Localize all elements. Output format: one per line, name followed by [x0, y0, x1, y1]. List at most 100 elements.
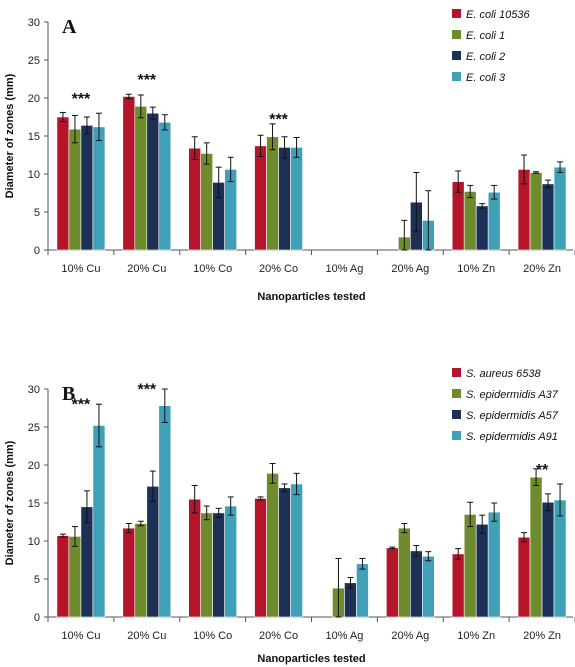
y-tick-label: 10	[28, 169, 40, 181]
bar	[254, 498, 267, 618]
y-tick-label: 0	[34, 245, 40, 257]
legend-entry: E. coli 3	[466, 72, 506, 84]
y-tick-label: 5	[34, 574, 40, 586]
bar	[541, 183, 555, 251]
significance-label: **	[536, 462, 549, 479]
y-tick-label: 0	[34, 612, 40, 624]
x-tick-label: 10% Co	[193, 630, 232, 642]
bar	[541, 501, 555, 618]
bar	[529, 172, 543, 251]
legend-entry: S. epidermidis A91	[466, 431, 558, 443]
legend-entry: S. epidermidis A57	[466, 410, 559, 422]
y-tick-label: 5	[34, 207, 40, 219]
bar	[56, 116, 70, 251]
legend-entry: S. epidermidis A37	[466, 389, 559, 401]
bar	[134, 106, 148, 251]
bar	[290, 147, 303, 251]
x-tick-label: 20% Cu	[127, 263, 166, 275]
legend-entry: E. coli 2	[466, 51, 505, 63]
bar	[146, 112, 160, 251]
x-tick-label: 20% Zn	[523, 263, 561, 275]
bar	[158, 405, 172, 618]
y-axis-title: Diameter of zones (mm)	[4, 73, 16, 198]
bar	[278, 147, 291, 251]
bar	[410, 550, 423, 618]
bar	[200, 153, 213, 251]
bar	[422, 555, 435, 618]
legend-swatch	[452, 410, 461, 419]
bar	[56, 535, 70, 618]
bar	[398, 527, 411, 618]
bar	[122, 527, 136, 618]
x-axis-title: Nanoparticles tested	[257, 291, 365, 303]
legend-entry: E. coli 10536	[466, 9, 530, 21]
y-tick-label: 15	[28, 498, 40, 510]
bar	[122, 96, 136, 251]
bar	[278, 487, 291, 618]
bar	[475, 205, 489, 251]
y-tick-label: 20	[28, 460, 40, 472]
bar	[487, 511, 501, 618]
bar	[254, 145, 267, 251]
x-tick-label: 10% Co	[193, 263, 232, 275]
bar	[92, 126, 106, 251]
x-tick-label: 20% Ag	[391, 263, 429, 275]
x-tick-label: 20% Ag	[391, 630, 429, 642]
y-tick-label: 30	[28, 17, 40, 29]
y-tick-label: 30	[28, 384, 40, 396]
x-tick-label: 10% Cu	[61, 630, 100, 642]
bar	[290, 483, 303, 618]
bar	[463, 191, 477, 251]
y-tick-label: 20	[28, 93, 40, 105]
significance-label: ***	[137, 72, 156, 89]
y-tick-label: 25	[28, 422, 40, 434]
legend-swatch	[452, 51, 461, 60]
y-axis-title: Diameter of zones (mm)	[4, 440, 16, 565]
bar	[212, 512, 225, 618]
bar	[529, 476, 543, 618]
bar	[463, 514, 477, 618]
x-tick-label: 10% Cu	[61, 263, 100, 275]
x-tick-label: 10% Zn	[457, 630, 495, 642]
bar	[451, 553, 465, 618]
bar	[80, 506, 94, 618]
bar	[266, 136, 279, 251]
bar	[158, 122, 172, 251]
significance-label: ***	[72, 397, 91, 414]
bar	[188, 147, 201, 251]
bar	[475, 523, 489, 618]
x-tick-label: 10% Ag	[325, 263, 363, 275]
legend-swatch	[452, 389, 461, 398]
bar	[356, 563, 369, 618]
bar	[224, 505, 237, 618]
bar	[68, 536, 82, 618]
y-tick-label: 10	[28, 536, 40, 548]
bar	[68, 128, 82, 251]
bar	[487, 191, 501, 251]
bar	[134, 523, 148, 618]
panel-label: A	[62, 16, 77, 38]
x-tick-label: 20% Co	[259, 263, 298, 275]
y-tick-label: 15	[28, 131, 40, 143]
x-tick-label: 20% Zn	[523, 630, 561, 642]
panel-a-chart: 0 5 10 15 20 25 30 10% Cu 20% Cu 10% Co 20% Co 10% …	[4, 9, 575, 303]
x-axis-title: Nanoparticles tested	[257, 653, 365, 665]
y-tick-label: 25	[28, 55, 40, 67]
panel-b-chart: 0 5 10 15 20 25 30 10% Cu 20% Cu 10% Co 20% Co 10% …	[4, 368, 575, 665]
x-tick-label: 10% Ag	[325, 630, 363, 642]
x-tick-label: 20% Co	[259, 630, 298, 642]
bar	[80, 125, 94, 251]
significance-label: ***	[269, 112, 288, 129]
bar	[200, 512, 213, 618]
significance-label: ***	[137, 381, 156, 398]
bar	[553, 166, 567, 251]
legend-entry: E. coli 1	[466, 30, 505, 42]
legend-swatch	[452, 30, 461, 39]
legend-swatch	[452, 72, 461, 81]
bar	[92, 425, 106, 618]
bar	[146, 485, 160, 618]
bar	[188, 498, 201, 618]
legend-swatch	[452, 9, 461, 18]
panel-label: B	[62, 383, 75, 405]
